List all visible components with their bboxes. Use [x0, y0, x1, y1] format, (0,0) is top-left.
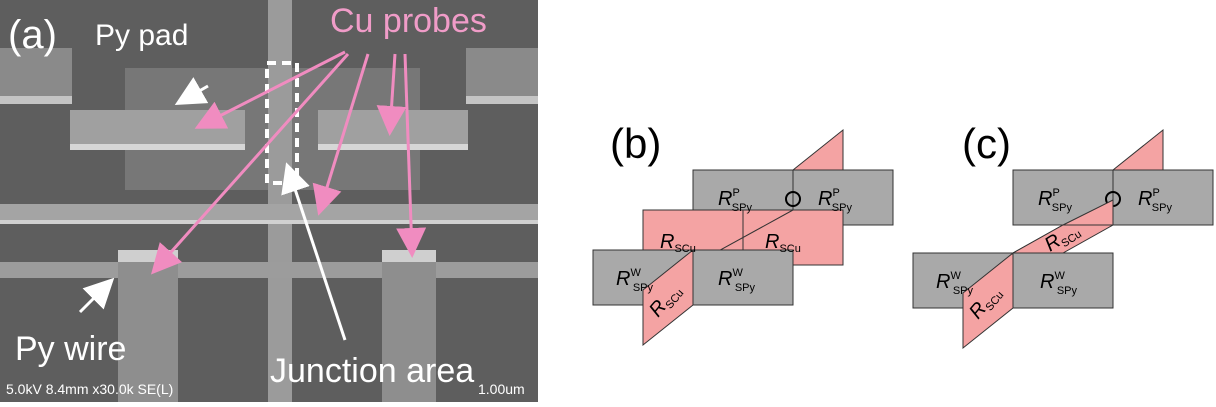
- label-superscript: P: [832, 187, 839, 199]
- diagram-b: (b): [593, 120, 893, 345]
- annotation: Py pad: [95, 19, 188, 52]
- label-subscript: SPy: [633, 282, 654, 294]
- label-superscript: P: [732, 187, 739, 199]
- annotation: Junction area: [270, 352, 474, 390]
- label-symbol: R: [718, 188, 732, 210]
- label-superscript: P: [1052, 187, 1059, 199]
- label-superscript: W: [950, 270, 961, 282]
- annotation: Py wire: [15, 330, 126, 368]
- sem-image: (a) Cu probes Py pad Py wire Junction ar…: [0, 0, 538, 402]
- label-subscript: SPy: [732, 202, 753, 214]
- label-superscript: W: [732, 267, 743, 279]
- label-superscript: W: [1054, 270, 1065, 282]
- panel-label: (a): [8, 13, 57, 57]
- label-symbol: R: [718, 268, 732, 290]
- label-superscript: W: [630, 267, 641, 279]
- label-symbol: R: [1040, 271, 1054, 293]
- figure: (a) Cu probes Py pad Py wire Junction ar…: [0, 0, 1216, 407]
- label-symbol: R: [765, 231, 779, 253]
- label-symbol: R: [1038, 188, 1052, 210]
- label-symbol: R: [616, 268, 630, 290]
- label-symbol: R: [818, 188, 832, 210]
- panel-label: (c): [962, 120, 1011, 167]
- label-subscript: SPy: [1057, 285, 1078, 297]
- diagram-c: (c): [913, 120, 1213, 348]
- label-subscript: SPy: [735, 282, 756, 294]
- label-subscript: SPy: [1052, 202, 1073, 214]
- label-symbol: R: [660, 231, 674, 253]
- label-subscript: SCu: [779, 243, 800, 255]
- label-subscript: SCu: [674, 243, 695, 255]
- scale-bar-label: 1.00um: [478, 381, 525, 397]
- label-subscript: SPy: [953, 285, 974, 297]
- label-symbol: R: [1138, 188, 1152, 210]
- panel-label: (b): [610, 120, 661, 167]
- label-superscript: P: [1152, 187, 1159, 199]
- annotation: Cu probes: [330, 2, 487, 40]
- label-subscript: SPy: [1152, 202, 1173, 214]
- label-symbol: R: [936, 271, 950, 293]
- label-subscript: SPy: [832, 202, 853, 214]
- sem-info: 5.0kV 8.4mm x30.0k SE(L): [6, 381, 173, 397]
